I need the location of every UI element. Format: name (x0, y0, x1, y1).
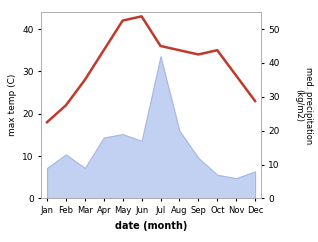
X-axis label: date (month): date (month) (115, 221, 187, 231)
Y-axis label: max temp (C): max temp (C) (8, 74, 17, 136)
Y-axis label: med. precipitation
(kg/m2): med. precipitation (kg/m2) (294, 67, 313, 144)
